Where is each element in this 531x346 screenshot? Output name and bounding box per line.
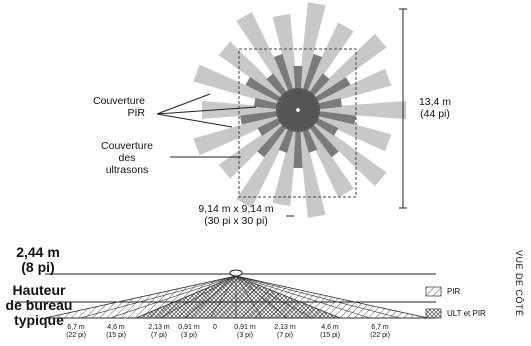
- pir-ray: [218, 111, 296, 179]
- center-spoke: [289, 111, 299, 132]
- pir-label-leaders: [156, 93, 257, 128]
- pir-ray: [298, 112, 354, 198]
- fan-line: [235, 275, 341, 319]
- pir-coverage-label: Couverture PIR: [93, 95, 145, 119]
- legend-pir-label: PIR: [447, 287, 461, 296]
- height-dimension-bar: [399, 8, 407, 209]
- distance-tick-label: 0,91 m (3 pi): [178, 324, 200, 339]
- pir-ray: [193, 64, 295, 110]
- fan-line: [235, 275, 401, 319]
- pir-ray: [236, 112, 298, 208]
- center-spoke: [297, 88, 307, 109]
- fan-line: [184, 275, 237, 319]
- distance-tick-label: 6,7 m (22 pi): [66, 324, 86, 339]
- pir-ray: [193, 110, 295, 156]
- fan-line: [235, 275, 313, 319]
- center-spoke: [296, 88, 304, 109]
- pir-ray: [300, 33, 387, 109]
- legend-ult-swatch: [425, 308, 442, 319]
- fan-line: [235, 275, 288, 319]
- area-dimension-label: 9,14 m x 9,14 m (30 pi x 30 pi): [198, 203, 274, 227]
- legend-ult-label: ULT et PIR: [447, 309, 486, 318]
- fan-line: [235, 275, 429, 319]
- side-coverage-cones: [44, 275, 429, 319]
- fan-line: [235, 275, 371, 319]
- center-spoke: [292, 111, 300, 132]
- center-spoke: [299, 104, 320, 112]
- pir-ray: [302, 101, 406, 119]
- center-spoke: [276, 101, 297, 111]
- fan-line: [235, 275, 263, 319]
- pir-ray: [301, 110, 392, 152]
- pir-coverage-rays: [193, 2, 406, 218]
- distance-tick-label: 0: [213, 324, 217, 331]
- ceiling-height-label: 2,44 m (8 pi): [16, 244, 60, 275]
- ultrasonic-coverage-label: Couverture des ultrasons: [101, 140, 153, 176]
- distance-tick-label: 6,7 m (22 pi): [370, 324, 390, 339]
- pir-ray: [236, 12, 298, 108]
- distance-tick-label: 2,13 m (7 pi): [274, 324, 296, 339]
- distance-tick-label: 4,6 m (15 pi): [320, 324, 340, 339]
- fan-line: [44, 275, 237, 319]
- fan-line: [135, 275, 237, 319]
- side-fan-lines: [44, 275, 429, 319]
- center-spoke: [299, 108, 320, 116]
- pir-ray: [300, 111, 387, 187]
- pir-ray: [298, 22, 354, 108]
- side-view-title: VUE DE CÔTÉ: [514, 250, 524, 317]
- center-spoke: [276, 104, 297, 112]
- legend-pir-swatch: [425, 286, 442, 297]
- sensor-icon: [229, 269, 243, 277]
- height-dimension-label: 13,4 m (44 pi): [418, 96, 452, 120]
- pir-ray: [297, 2, 326, 107]
- distance-tick-label: 2,13 m (7 pi): [148, 324, 170, 339]
- pir-ray: [272, 13, 299, 107]
- pir-ray: [301, 68, 392, 110]
- pir-ray: [218, 41, 296, 109]
- fan-line: [79, 275, 237, 319]
- pir-ray: [202, 101, 294, 119]
- fan-line: [159, 275, 237, 319]
- fan-line: [209, 275, 237, 319]
- distance-tick-label: 0,91 m (3 pi): [234, 324, 256, 339]
- pir-ray: [272, 113, 299, 207]
- pir-ray: [297, 113, 326, 218]
- fan-line: [109, 275, 237, 319]
- desk-height-label: Hauteur de bureau typique: [5, 282, 73, 328]
- area-square-outline: [238, 48, 357, 198]
- ultrasonic-coverage-rays: [240, 54, 356, 168]
- distance-tick-label: 4,6 m (15 pi): [106, 324, 126, 339]
- center-spoke: [299, 109, 320, 119]
